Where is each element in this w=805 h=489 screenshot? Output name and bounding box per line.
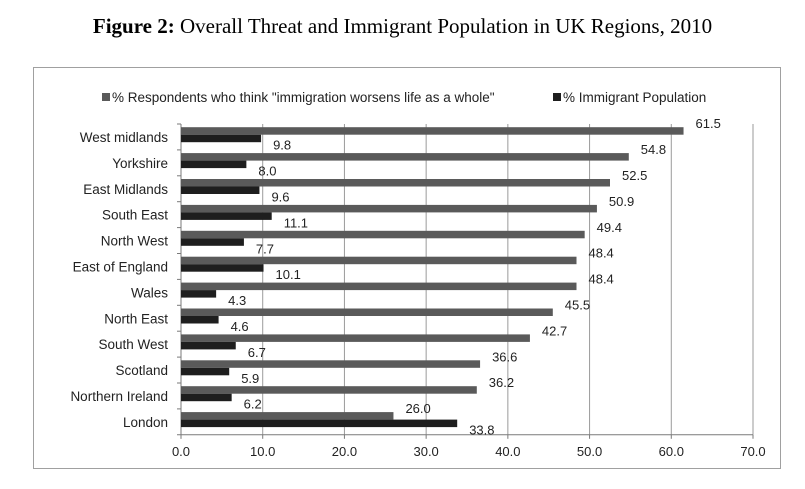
bar-threat	[181, 153, 629, 161]
legend-swatch-threat	[102, 93, 110, 101]
bar-immigrant	[181, 186, 260, 194]
category-label: East Midlands	[83, 182, 168, 197]
bar-threat	[181, 179, 610, 187]
bar-immigrant	[181, 393, 232, 402]
data-label-threat: 49.4	[597, 220, 622, 235]
category-label: South West	[98, 337, 168, 352]
bar-immigrant	[181, 238, 244, 246]
data-label-immigrant: 7.7	[256, 241, 274, 256]
data-label-threat: 48.4	[588, 272, 613, 287]
x-tick-label: 40.0	[495, 444, 520, 459]
data-label-threat: 36.6	[492, 349, 517, 364]
bar-threat	[181, 204, 597, 213]
bar-immigrant	[181, 367, 230, 376]
data-label-immigrant: 4.3	[228, 293, 246, 308]
data-label-threat: 45.5	[565, 298, 590, 313]
category-label: Northern Ireland	[70, 389, 168, 404]
data-label-immigrant: 10.1	[276, 267, 301, 282]
category-label: North East	[104, 311, 168, 326]
bar-immigrant	[181, 419, 458, 428]
bar-threat	[181, 412, 394, 420]
data-label-immigrant: 5.9	[241, 371, 259, 386]
category-label: Scotland	[115, 363, 168, 378]
bar-immigrant	[181, 212, 272, 220]
category-label: Yorkshire	[112, 156, 168, 171]
bar-threat	[181, 360, 481, 368]
x-tick-label: 60.0	[659, 444, 684, 459]
bar-immigrant	[181, 134, 262, 143]
bar-threat	[181, 256, 577, 265]
category-label: East of England	[73, 259, 168, 274]
bar-threat	[181, 386, 477, 394]
category-label: Wales	[131, 285, 168, 300]
x-tick-label: 20.0	[332, 444, 357, 459]
data-label-threat: 54.8	[641, 142, 666, 157]
data-label-threat: 50.9	[609, 194, 634, 209]
bar-immigrant	[181, 290, 217, 298]
bar-threat	[181, 308, 553, 316]
data-label-immigrant: 9.6	[271, 190, 289, 205]
figure-caption: Overall Threat and Immigrant Population …	[180, 14, 713, 38]
x-tick-label: 0.0	[172, 444, 190, 459]
data-label-immigrant: 9.8	[273, 138, 291, 153]
category-label: London	[123, 415, 168, 430]
data-label-threat: 42.7	[542, 323, 567, 338]
bar-threat	[181, 334, 530, 342]
bar-immigrant	[181, 341, 236, 350]
x-tick-label: 70.0	[740, 444, 765, 459]
data-label-threat: 61.5	[696, 116, 721, 131]
data-label-immigrant: 11.1	[284, 215, 308, 230]
legend-label-immigrant: % Immigrant Population	[563, 90, 706, 105]
data-label-threat: 52.5	[622, 168, 647, 183]
legend-swatch-immigrant	[553, 93, 561, 101]
data-label-immigrant: 4.6	[231, 319, 249, 334]
bar-threat	[181, 230, 585, 239]
data-label-immigrant: 33.8	[469, 423, 494, 438]
data-label-immigrant: 6.7	[248, 345, 266, 360]
data-label-immigrant: 8.0	[258, 164, 276, 179]
bar-immigrant	[181, 160, 247, 169]
category-label: North West	[101, 234, 169, 249]
figure-label: Figure 2:	[92, 14, 175, 38]
x-tick-label: 50.0	[577, 444, 602, 459]
chart-title: Figure 2: Overall Threat and Immigrant P…	[0, 14, 805, 39]
data-label-threat: 26.0	[405, 401, 430, 416]
data-label-threat: 48.4	[588, 246, 613, 261]
bar-immigrant	[181, 264, 264, 272]
bar-threat	[181, 127, 684, 135]
chart-frame	[33, 67, 781, 469]
category-label: South East	[102, 208, 168, 223]
x-tick-label: 10.0	[250, 444, 275, 459]
data-label-threat: 36.2	[489, 375, 514, 390]
bar-threat	[181, 282, 577, 291]
data-label-immigrant: 6.2	[244, 397, 262, 412]
category-label: West midlands	[80, 130, 169, 145]
bar-immigrant	[181, 316, 219, 324]
legend-label-threat: % Respondents who think "immigration wor…	[112, 90, 495, 105]
x-tick-label: 30.0	[413, 444, 438, 459]
